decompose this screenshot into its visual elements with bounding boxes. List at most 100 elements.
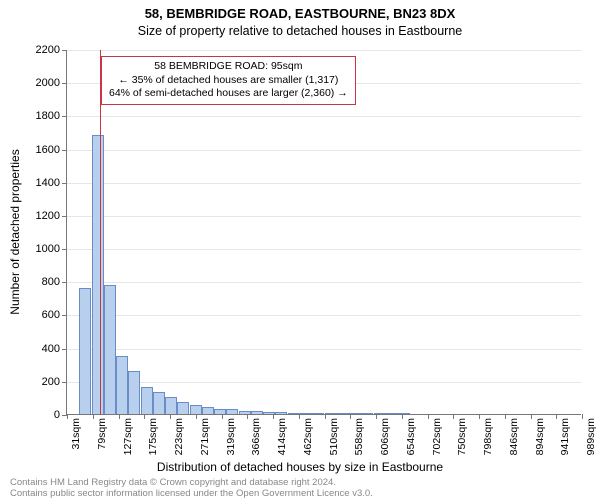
histogram-bar <box>325 413 337 414</box>
histogram-bar <box>275 412 287 414</box>
x-tick-mark <box>556 414 557 419</box>
annotation-box: 58 BEMBRIDGE ROAD: 95sqm← 35% of detache… <box>101 56 356 105</box>
x-tick-mark <box>247 414 248 419</box>
annotation-line: 58 BEMBRIDGE ROAD: 95sqm <box>109 60 348 74</box>
x-axis-title: Distribution of detached houses by size … <box>0 460 600 474</box>
histogram-bar <box>361 413 373 414</box>
x-tick-label: 414sqm <box>276 418 288 455</box>
x-tick-mark <box>196 414 197 419</box>
histogram-bar <box>202 407 214 414</box>
histogram-bar <box>386 413 398 414</box>
x-tick-mark <box>402 414 403 419</box>
histogram-bar <box>92 135 104 414</box>
x-tick-label: 319sqm <box>225 418 237 455</box>
y-tick-mark <box>62 349 67 350</box>
y-tick-mark <box>62 83 67 84</box>
y-tick-mark <box>62 183 67 184</box>
histogram-bar <box>177 402 189 414</box>
x-tick-mark <box>428 414 429 419</box>
histogram-bar <box>300 413 312 414</box>
chart-title-main: 58, BEMBRIDGE ROAD, EASTBOURNE, BN23 8DX <box>0 6 600 21</box>
x-tick-label: 941sqm <box>559 418 571 455</box>
y-tick-label: 1200 <box>5 210 60 222</box>
histogram-bar <box>251 411 263 414</box>
histogram-bar <box>128 371 140 414</box>
x-tick-mark <box>119 414 120 419</box>
x-tick-label: 750sqm <box>456 418 468 455</box>
y-tick-label: 1800 <box>5 110 60 122</box>
y-tick-mark <box>62 150 67 151</box>
y-tick-mark <box>62 315 67 316</box>
y-tick-mark <box>62 50 67 51</box>
y-tick-label: 2200 <box>5 44 60 56</box>
x-tick-label: 366sqm <box>250 418 262 455</box>
y-tick-mark <box>62 382 67 383</box>
x-tick-mark <box>453 414 454 419</box>
y-axis-title: Number of detached properties <box>8 149 22 314</box>
annotation-line: ← 35% of detached houses are smaller (1,… <box>109 74 348 88</box>
histogram-bar <box>153 392 165 414</box>
x-tick-label: 558sqm <box>353 418 365 455</box>
y-tick-label: 1400 <box>5 177 60 189</box>
histogram-bar <box>190 405 202 414</box>
x-tick-label: 654sqm <box>405 418 417 455</box>
x-tick-mark <box>144 414 145 419</box>
footer-line-2: Contains public sector information licen… <box>10 488 373 499</box>
chart-container: 58, BEMBRIDGE ROAD, EASTBOURNE, BN23 8DX… <box>0 0 600 500</box>
x-tick-mark <box>67 414 68 419</box>
x-tick-mark <box>299 414 300 419</box>
x-tick-mark <box>93 414 94 419</box>
gridline-h <box>67 150 581 151</box>
gridline-h <box>67 382 581 383</box>
chart-title-sub: Size of property relative to detached ho… <box>0 24 600 38</box>
gridline-h <box>67 50 581 51</box>
histogram-bar <box>104 285 116 414</box>
plot-area: 58 BEMBRIDGE ROAD: 95sqm← 35% of detache… <box>66 50 581 415</box>
y-tick-label: 600 <box>5 309 60 321</box>
histogram-bar <box>214 409 226 414</box>
gridline-h <box>67 249 581 250</box>
y-tick-mark <box>62 249 67 250</box>
x-tick-mark <box>582 414 583 419</box>
histogram-bar <box>312 413 324 414</box>
gridline-h <box>67 216 581 217</box>
gridline-h <box>67 349 581 350</box>
x-tick-mark <box>325 414 326 419</box>
x-tick-label: 223sqm <box>173 418 185 455</box>
footer-line-1: Contains HM Land Registry data © Crown c… <box>10 477 336 488</box>
y-tick-label: 0 <box>5 409 60 421</box>
histogram-bar <box>398 413 410 414</box>
histogram-bar <box>239 411 251 414</box>
gridline-h <box>67 183 581 184</box>
y-tick-label: 200 <box>5 376 60 388</box>
gridline-h <box>67 282 581 283</box>
gridline-h <box>67 315 581 316</box>
x-tick-label: 606sqm <box>379 418 391 455</box>
x-tick-label: 127sqm <box>122 418 134 455</box>
y-tick-label: 1000 <box>5 243 60 255</box>
y-tick-mark <box>62 216 67 217</box>
y-tick-mark <box>62 282 67 283</box>
histogram-bar <box>226 409 238 414</box>
x-tick-mark <box>376 414 377 419</box>
histogram-bar <box>79 288 91 414</box>
x-tick-mark <box>479 414 480 419</box>
x-tick-label: 271sqm <box>199 418 211 455</box>
x-tick-mark <box>170 414 171 419</box>
x-tick-mark <box>531 414 532 419</box>
x-tick-label: 702sqm <box>431 418 443 455</box>
y-tick-mark <box>62 116 67 117</box>
x-tick-label: 846sqm <box>508 418 520 455</box>
x-tick-mark <box>505 414 506 419</box>
x-tick-label: 894sqm <box>534 418 546 455</box>
y-tick-label: 800 <box>5 276 60 288</box>
y-tick-label: 1600 <box>5 144 60 156</box>
y-tick-label: 400 <box>5 343 60 355</box>
histogram-bar <box>165 397 177 414</box>
x-tick-mark <box>350 414 351 419</box>
annotation-line: 64% of semi-detached houses are larger (… <box>109 87 348 101</box>
histogram-bar <box>141 387 153 414</box>
x-tick-label: 79sqm <box>96 418 108 450</box>
x-tick-mark <box>222 414 223 419</box>
x-tick-label: 31sqm <box>70 418 82 450</box>
